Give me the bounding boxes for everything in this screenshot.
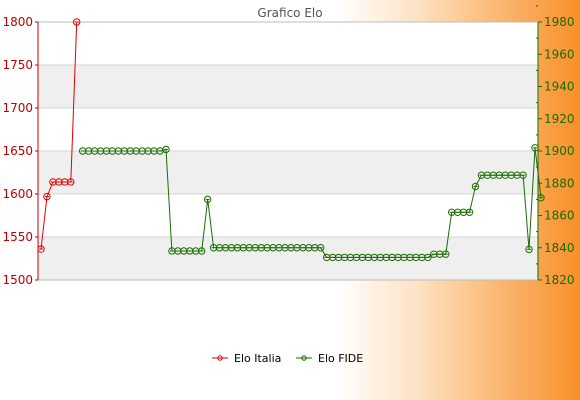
data-point (203, 195, 212, 204)
data-point (317, 244, 325, 252)
data-point (424, 253, 432, 262)
left-tick-label: 1500 (2, 273, 33, 287)
right-tick-label: 1980 (544, 15, 575, 29)
left-tick-label: 1700 (2, 101, 33, 115)
grid-band (38, 237, 538, 280)
data-point (465, 208, 474, 216)
data-point (37, 245, 45, 253)
data-point (537, 194, 545, 202)
right-tick-label: 1820 (544, 273, 575, 287)
right-tick-label: 1860 (544, 209, 575, 223)
data-point (525, 245, 533, 254)
left-tick-label: 1550 (2, 230, 33, 244)
left-tick-label: 1650 (2, 144, 33, 158)
legend-label: Elo FIDE (318, 352, 363, 365)
left-tick-label: 1800 (2, 15, 33, 29)
data-point (442, 250, 450, 258)
data-point (531, 144, 539, 152)
right-tick-label: 1900 (544, 144, 575, 158)
legend-marker (301, 355, 307, 361)
data-point (471, 182, 480, 191)
left-tick-label: 1750 (2, 58, 33, 72)
data-point (162, 145, 170, 154)
right-tick-label: 1960 (544, 47, 575, 61)
legend-label: Elo Italia (234, 352, 281, 365)
left-tick-label: 1600 (2, 187, 33, 201)
right-tick-label: 1940 (544, 80, 575, 94)
grid-band (38, 65, 538, 108)
data-point (67, 178, 75, 186)
data-point (197, 247, 206, 255)
data-point (73, 18, 81, 26)
legend-marker (217, 355, 223, 361)
data-point (43, 192, 51, 201)
data-point (519, 171, 527, 179)
chart-title: Grafico Elo (257, 6, 322, 20)
right-tick-label: 1880 (544, 176, 575, 190)
right-tick-label: 1920 (544, 112, 575, 126)
right-tick-label: 1840 (544, 241, 575, 255)
grid-band (38, 151, 538, 194)
